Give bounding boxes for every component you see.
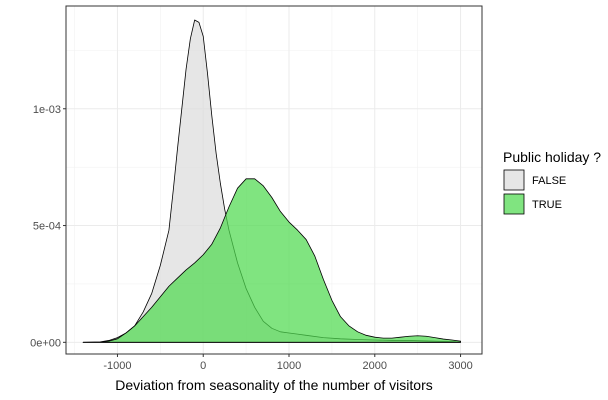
legend-title: Public holiday ?	[503, 149, 601, 165]
x-tick-label: 3000	[448, 360, 472, 372]
x-axis-title: Deviation from seasonality of the number…	[115, 377, 432, 393]
x-axis: -1000 0 1000 2000 3000	[103, 354, 473, 372]
legend-key-false	[503, 169, 525, 191]
legend-key-true	[503, 193, 525, 215]
x-tick-label: 2000	[363, 360, 387, 372]
x-tick-label: -1000	[103, 360, 131, 372]
x-tick-label: 1000	[277, 360, 301, 372]
legend-label-false: FALSE	[532, 175, 566, 187]
plot-panel	[65, 5, 483, 355]
y-tick-label: 1e-03	[33, 104, 61, 116]
density-area-true	[82, 178, 461, 343]
legend-label-true: TRUE	[532, 199, 562, 211]
y-tick-label: 5e-04	[33, 221, 61, 233]
legend: Public holiday ? FALSE TRUE	[503, 149, 601, 215]
panel-border	[65, 5, 483, 355]
y-axis: 0e+00 5e-04 1e-03	[30, 104, 66, 349]
legend-items: FALSE TRUE	[503, 169, 566, 215]
density-areas	[82, 19, 461, 343]
y-tick-label: 0e+00	[30, 337, 61, 349]
x-tick-label: 0	[200, 360, 206, 372]
